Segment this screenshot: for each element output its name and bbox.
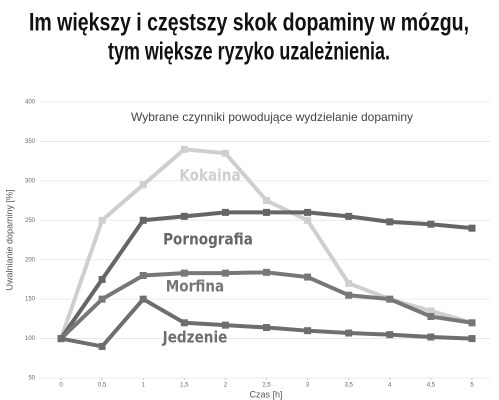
series-label: Kokaina: [179, 166, 240, 184]
point: [139, 271, 147, 279]
point: [263, 208, 270, 216]
y-axis-label: Uwalnianie dopaminy [%]: [4, 189, 14, 290]
point: [263, 268, 270, 276]
y-tick-label: 200: [25, 257, 36, 263]
series-label: Jedzenie: [162, 328, 228, 346]
point: [304, 273, 312, 281]
y-tick-label: 150: [25, 297, 36, 303]
point: [180, 319, 188, 327]
point: [180, 212, 188, 220]
point: [468, 224, 476, 232]
y-tick-label: 300: [25, 178, 36, 184]
y-tick-label: 400: [25, 100, 36, 106]
y-tick-label: 250: [25, 218, 36, 224]
x-axis-label: Czas [h]: [249, 389, 282, 399]
point: [263, 197, 270, 205]
point: [345, 212, 353, 220]
x-tick-label: 2,5: [262, 383, 271, 389]
x-tick-label: 4: [388, 383, 392, 389]
header-line: Im większy i częstszy skok dopaminy w mó…: [29, 9, 469, 37]
point: [386, 295, 394, 303]
point: [180, 145, 188, 153]
point: [221, 208, 229, 216]
series-line: [59, 147, 473, 340]
point: [98, 216, 106, 224]
point: [345, 329, 353, 337]
x-tick-label: 3,5: [345, 383, 354, 389]
x-tick-label: 5: [470, 383, 474, 389]
point: [139, 295, 147, 303]
x-tick-label: 0: [59, 383, 63, 389]
point: [468, 319, 476, 327]
point: [386, 218, 394, 226]
x-tick-label: 0,5: [98, 383, 107, 389]
point: [180, 269, 188, 277]
point: [304, 327, 312, 335]
point: [139, 181, 147, 189]
x-tick-label: 3: [306, 383, 310, 389]
point: [139, 216, 147, 224]
x-tick-label: 1,5: [180, 383, 189, 389]
point: [304, 216, 312, 224]
y-tick-label: 50: [28, 376, 35, 382]
point: [427, 220, 435, 228]
point: [263, 324, 270, 332]
point: [427, 307, 435, 315]
x-tick-label: 1: [142, 383, 146, 389]
y-tick-label: 350: [25, 139, 36, 145]
point: [345, 291, 353, 299]
series-label: Morfina: [166, 277, 224, 295]
point: [386, 331, 394, 339]
point: [98, 275, 106, 283]
point: [221, 321, 229, 329]
x-tick-label: 4,5: [427, 383, 436, 389]
point: [427, 333, 435, 341]
point: [427, 312, 435, 320]
point: [304, 208, 312, 216]
point: [98, 295, 106, 303]
point: [221, 269, 229, 277]
series-label: Pornografia: [163, 230, 253, 248]
point: [98, 342, 106, 350]
point: [345, 279, 353, 287]
point: [57, 335, 65, 343]
point: [221, 149, 229, 157]
chart-title: Wybrane czynniki powodujące wydzielanie …: [131, 110, 413, 124]
header-line: tym większe ryzyko uzależnienia.: [108, 38, 390, 66]
y-tick-label: 100: [25, 336, 36, 342]
point: [468, 335, 476, 343]
x-tick-label: 2: [224, 383, 228, 389]
